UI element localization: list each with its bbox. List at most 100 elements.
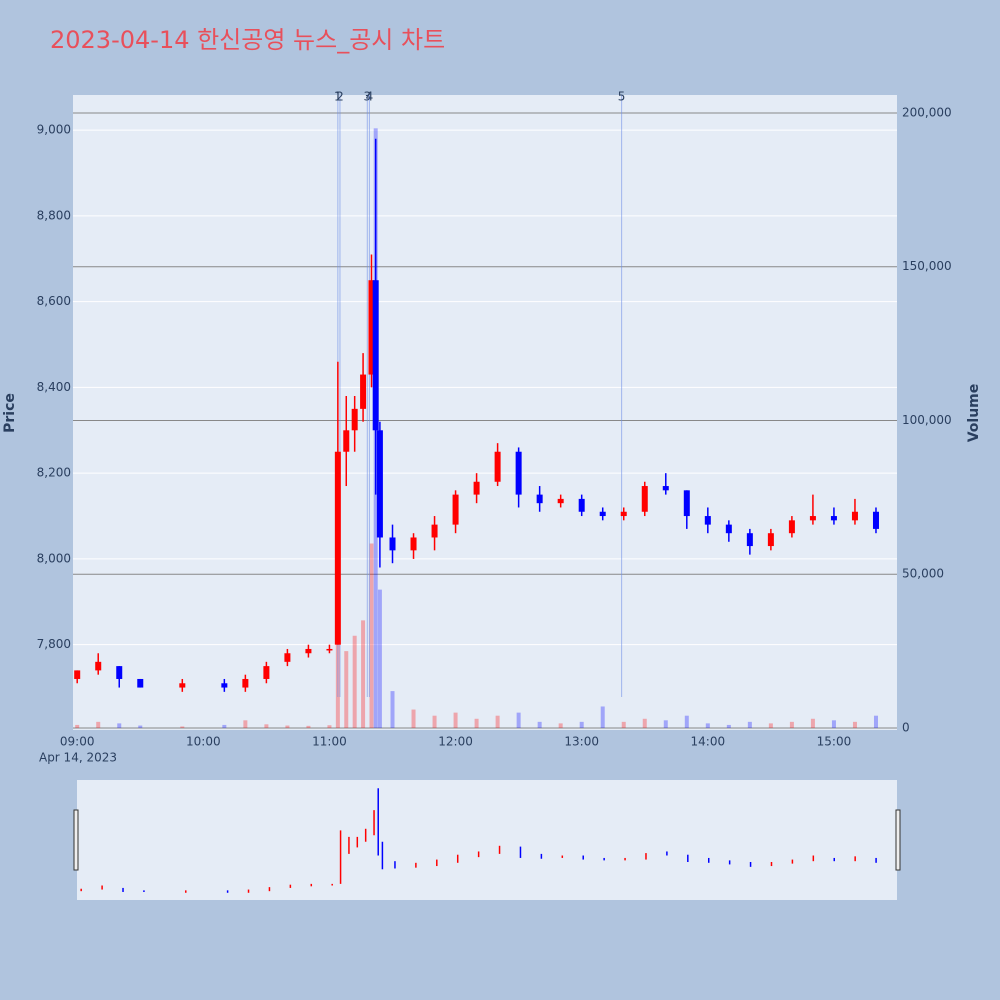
volume-bar: [96, 721, 101, 729]
date-label: Apr 14, 2023: [39, 751, 117, 765]
y2-tick-label: 150,000: [902, 259, 952, 273]
candle-body: [368, 280, 375, 375]
volume-bar: [516, 712, 521, 729]
volume-bar: [377, 589, 382, 729]
candle-body: [578, 498, 585, 512]
volume-bar: [747, 721, 752, 729]
candle-body: [830, 516, 837, 521]
volume-bar: [873, 715, 878, 729]
candle-body: [599, 511, 606, 517]
candle-body: [872, 511, 879, 529]
news-label: 5: [618, 90, 626, 104]
volume-bar: [243, 720, 248, 729]
volume-bar: [768, 723, 773, 729]
volume-bar: [474, 718, 479, 729]
volume-bar: [390, 691, 395, 729]
y-tick-label: 8,000: [37, 551, 71, 565]
candle-body: [788, 520, 795, 534]
candle-body: [284, 653, 291, 662]
candle-body: [376, 430, 383, 538]
news-label: 1: [334, 90, 342, 104]
volume-bar: [789, 721, 794, 729]
volume-bar: [852, 721, 857, 729]
range-slider[interactable]: [77, 780, 897, 900]
volume-bar: [558, 723, 563, 729]
y2-tick-label: 0: [902, 721, 910, 735]
candle-body: [116, 666, 123, 679]
candle-body: [343, 430, 350, 452]
y-tick-label: 8,200: [37, 466, 71, 480]
volume-bar: [306, 725, 311, 729]
candle-body: [221, 683, 228, 688]
x-tick-label: 13:00: [564, 735, 599, 749]
volume-bar: [495, 715, 500, 729]
volume-bar: [344, 651, 349, 729]
candle-body: [683, 490, 690, 517]
candle-body: [334, 451, 341, 645]
candle-body: [452, 494, 459, 525]
volume-bar: [453, 712, 458, 729]
volume-bar: [810, 718, 815, 729]
chart-title: 2023-04-14 한신공영 뉴스_공시 차트: [50, 26, 445, 54]
volume-bar: [537, 721, 542, 729]
x-tick-label: 10:00: [186, 735, 221, 749]
candle-body: [662, 486, 669, 491]
candle-body: [473, 481, 480, 495]
volume-bar: [831, 720, 836, 729]
y2-axis-title: Volume: [966, 384, 982, 443]
candle-body: [557, 498, 564, 504]
candle-body: [746, 533, 753, 547]
volume-bar: [684, 715, 689, 729]
candle-body: [74, 670, 81, 679]
candle-body: [641, 486, 648, 512]
candle-body: [767, 533, 774, 547]
candle-body: [809, 516, 816, 521]
candle-body: [263, 666, 270, 679]
y-tick-label: 8,600: [37, 294, 71, 308]
candle-body: [389, 537, 396, 551]
candle-body: [704, 516, 711, 525]
volume-bar: [411, 709, 416, 729]
volume-bar: [138, 725, 143, 729]
volume-bar: [75, 724, 80, 729]
candle-body: [725, 524, 732, 534]
x-tick-label: 14:00: [691, 735, 726, 749]
volume-bar: [663, 720, 668, 729]
candle-body: [410, 537, 417, 551]
candle-body: [515, 451, 522, 495]
volume-bar: [369, 543, 374, 729]
x-tick-label: 09:00: [60, 735, 95, 749]
candle-body: [95, 661, 102, 671]
news-label: 2: [336, 90, 344, 104]
x-tick-label: 12:00: [438, 735, 473, 749]
candle-body: [351, 408, 358, 431]
y-tick-label: 9,000: [37, 123, 71, 137]
candle-body: [179, 683, 186, 688]
candle-body: [305, 648, 312, 654]
candle-body: [360, 374, 367, 409]
y2-tick-label: 200,000: [902, 105, 952, 119]
candle-body: [242, 678, 249, 688]
volume-bar: [117, 723, 122, 729]
y-axis-title: Price: [2, 393, 18, 433]
y2-tick-label: 100,000: [902, 413, 952, 427]
y-tick-label: 8,800: [37, 208, 71, 222]
volume-bar: [600, 706, 605, 729]
volume-bar: [361, 620, 366, 729]
volume-bar: [352, 635, 357, 729]
x-tick-label: 11:00: [312, 735, 347, 749]
volume-bar: [726, 724, 731, 729]
slider-handle: [895, 809, 901, 871]
y-tick-label: 7,800: [37, 637, 71, 651]
volume-bar: [432, 715, 437, 729]
y-tick-label: 8,400: [37, 380, 71, 394]
volume-bar: [705, 723, 710, 729]
volume-bar: [327, 725, 332, 729]
volume-bar: [264, 724, 269, 729]
candle-body: [620, 511, 627, 517]
x-tick-label: 15:00: [817, 735, 852, 749]
volume-bar: [285, 725, 290, 729]
volume-bar: [579, 721, 584, 729]
candle-body: [372, 280, 379, 431]
